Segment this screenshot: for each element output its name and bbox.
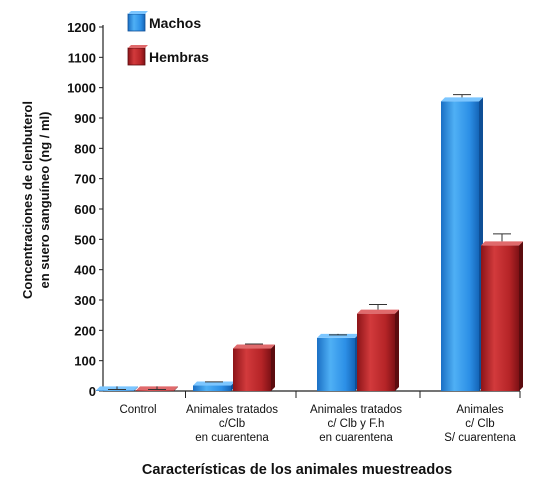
x-category-label: Control bbox=[119, 404, 156, 416]
bar-top-hembras bbox=[357, 309, 399, 314]
bar-side-hembras bbox=[271, 344, 275, 391]
y-tick-label: 200 bbox=[74, 323, 96, 338]
x-category-label: S/ cuarentena bbox=[444, 432, 516, 444]
bar-side-hembras bbox=[519, 241, 523, 391]
legend-swatch-hembras bbox=[127, 47, 146, 66]
bars bbox=[96, 94, 523, 392]
x-category-label: c/ Clb bbox=[465, 418, 494, 430]
y-axis-title: Concentraciones de clenbuterol bbox=[20, 101, 35, 299]
labels: 0 100 200 300 400 500 600 700 800 900 1000 1100 1200… bbox=[20, 20, 516, 478]
bar-side-hembras bbox=[395, 309, 399, 391]
legend-label-machos: Machos bbox=[149, 15, 201, 31]
bar-side-hembras bbox=[174, 386, 178, 391]
bar-top-machos bbox=[441, 97, 483, 102]
y-tick-label: 1100 bbox=[68, 50, 96, 65]
y-tick-label: 900 bbox=[74, 111, 96, 126]
x-category-label: en cuarentena bbox=[195, 432, 269, 444]
y-tick-label: 100 bbox=[74, 354, 96, 369]
bar-machos bbox=[441, 101, 479, 392]
bar-hembras bbox=[136, 390, 174, 391]
x-category-label: c/Clb bbox=[219, 418, 245, 430]
bar-top-machos bbox=[193, 381, 235, 386]
y-tick-label: 300 bbox=[74, 293, 96, 308]
bar-top-machos bbox=[317, 333, 359, 338]
bar-machos bbox=[317, 337, 355, 391]
x-category-label: c/ Clb y F.h bbox=[328, 418, 385, 430]
x-category-label: Animales tratados bbox=[310, 404, 402, 416]
bar-top-hembras bbox=[481, 241, 523, 246]
y-tick-label: 1200 bbox=[67, 20, 96, 35]
bar-hembras bbox=[481, 245, 519, 391]
bar-top-hembras bbox=[233, 344, 275, 349]
bar-hembras bbox=[233, 348, 271, 391]
legend-swatch-top bbox=[128, 45, 148, 48]
y-tick-label: 700 bbox=[74, 172, 96, 187]
legend-swatch-machos bbox=[127, 13, 146, 32]
x-category-label: en cuarentena bbox=[319, 432, 393, 444]
x-axis-title: Características de los animales muestrea… bbox=[142, 462, 452, 478]
y-axis-title: en suero sanguíneo (ng / ml) bbox=[37, 112, 52, 289]
legend-label-hembras: Hembras bbox=[149, 49, 209, 65]
legend: Machos Hembras bbox=[127, 11, 209, 66]
y-tick-label: 500 bbox=[74, 232, 96, 247]
y-tick-label: 0 bbox=[89, 384, 96, 399]
bar-machos bbox=[193, 385, 231, 391]
x-category-label: Animales tratados bbox=[186, 404, 278, 416]
bar-machos bbox=[96, 390, 134, 391]
y-tick-label: 600 bbox=[74, 202, 96, 217]
y-tick-label: 1000 bbox=[67, 81, 96, 96]
x-category-label: Animales bbox=[456, 404, 504, 416]
bar-side-machos bbox=[134, 386, 138, 391]
y-tick-label: 800 bbox=[74, 141, 96, 156]
y-tick-label: 400 bbox=[74, 263, 96, 278]
bar-hembras bbox=[357, 313, 395, 391]
legend-swatch-top bbox=[128, 11, 148, 14]
